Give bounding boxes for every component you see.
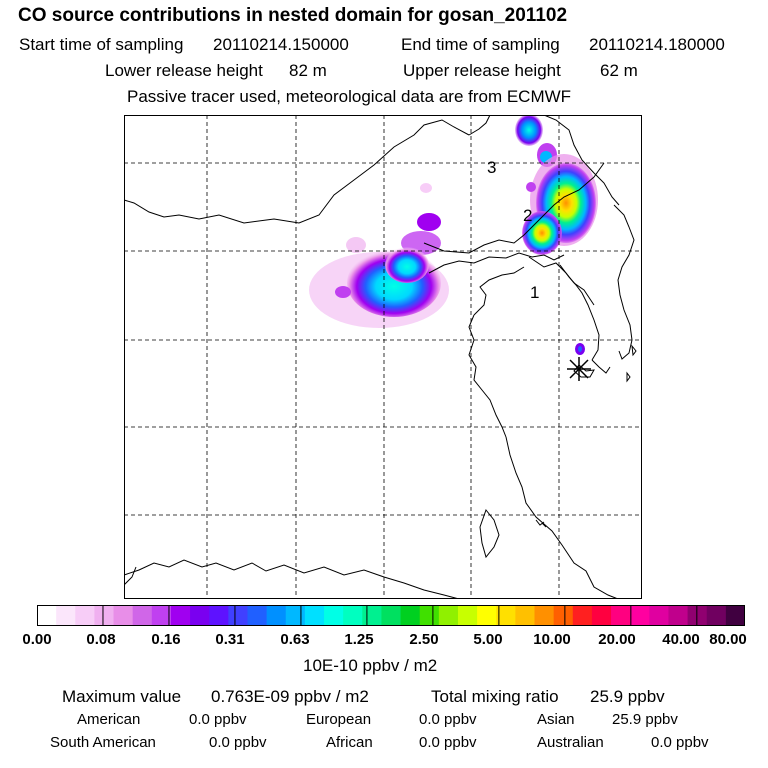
- map-label-1: 1: [530, 283, 539, 302]
- colorbar-swatch: [247, 605, 268, 626]
- tick-label: 5.00: [473, 631, 503, 648]
- region-name: American: [77, 711, 141, 728]
- plume-northeast: [515, 115, 598, 255]
- colorbar-swatch: [132, 605, 153, 626]
- upper-height-label: Upper release height: [403, 61, 561, 80]
- start-time-value: 20110214.150000: [213, 35, 349, 54]
- colorbar-swatch: [649, 605, 669, 626]
- colorbar-swatch: [553, 605, 574, 626]
- colorbar-swatch: [151, 605, 172, 626]
- region-value: 0.0 ppbv: [209, 734, 267, 751]
- asterisk-icon: [567, 357, 591, 381]
- colorbar-swatch: [477, 605, 497, 626]
- colorbar-swatch: [725, 605, 745, 626]
- coastlines: [124, 115, 637, 599]
- colorbar-swatch: [304, 605, 325, 626]
- colorbar-swatch: [75, 605, 95, 626]
- colorbar: [37, 605, 745, 626]
- colorbar-swatch: [362, 605, 382, 626]
- region-name: Australian: [537, 734, 604, 751]
- max-value-label: Maximum value: [62, 687, 182, 706]
- colorbar-swatch: [496, 605, 516, 626]
- total-mixing-label: Total mixing ratio: [431, 687, 559, 706]
- colorbar-swatch: [381, 605, 402, 626]
- tick-label: 1.25: [344, 631, 374, 648]
- colorbar-swatch: [419, 605, 440, 626]
- start-time-label: Start time of sampling: [19, 35, 184, 54]
- lower-height-value: 82 m: [289, 61, 327, 80]
- colorbar-swatch: [37, 605, 57, 626]
- tick-label: 10.00: [533, 631, 571, 648]
- plume-west: [309, 183, 449, 328]
- colorbar-swatch: [687, 605, 708, 626]
- colorbar-swatch: [457, 605, 478, 626]
- tracer-note: Passive tracer used, meteorological data…: [127, 87, 572, 106]
- region-name: European: [306, 711, 372, 728]
- page-title: CO source contributions in nested domain…: [18, 5, 568, 26]
- total-mixing-value: 25.9 ppbv: [590, 687, 665, 706]
- colorbar-swatch: [611, 605, 631, 626]
- colorbar-swatch: [266, 605, 287, 626]
- colorbar-swatch: [190, 605, 210, 626]
- colorbar-swatch: [285, 605, 306, 626]
- colorbar-swatch: [668, 605, 689, 626]
- region-value: 25.9 ppbv: [612, 711, 678, 728]
- region-value: 0.0 ppbv: [651, 734, 709, 751]
- end-time-value: 20110214.180000: [589, 35, 725, 54]
- colorbar-swatch: [56, 605, 76, 626]
- map-label-3: 3: [487, 158, 496, 177]
- region-value: 0.0 ppbv: [419, 711, 477, 728]
- tick-label: 0.31: [215, 631, 245, 648]
- colorbar-swatch: [572, 605, 593, 626]
- map-label-2: 2: [523, 206, 532, 225]
- tick-label: 0.00: [22, 631, 52, 648]
- colorbar-swatch: [630, 605, 650, 626]
- lower-height-label: Lower release height: [105, 61, 263, 80]
- tick-label: 0.16: [151, 631, 181, 648]
- end-time-label: End time of sampling: [401, 35, 560, 54]
- colorbar-swatch: [591, 605, 612, 626]
- region-value: 0.0 ppbv: [189, 711, 247, 728]
- map-frame: [124, 115, 642, 599]
- region-name: African: [326, 734, 373, 751]
- tick-label: 40.00: [662, 631, 700, 648]
- region-name: Asian: [537, 711, 575, 728]
- colorbar-swatch: [209, 605, 229, 626]
- colorbar-swatch: [706, 605, 727, 626]
- colorbar-swatch: [113, 605, 134, 626]
- map-panel: 1 2 3: [124, 115, 642, 599]
- tick-label: 2.50: [409, 631, 439, 648]
- colorbar-swatch: [515, 605, 536, 626]
- region-name: South American: [50, 734, 156, 751]
- region-value: 0.0 ppbv: [419, 734, 477, 751]
- tick-label: 20.00: [598, 631, 636, 648]
- tick-label: 80.00: [709, 631, 747, 648]
- tick-label: 0.08: [86, 631, 116, 648]
- colorbar-swatch: [228, 605, 248, 626]
- colorbar-swatch: [170, 605, 191, 626]
- colorbar-swatch: [343, 605, 363, 626]
- colorbar-swatch: [438, 605, 459, 626]
- colorbar-swatch: [400, 605, 421, 626]
- colorbar-swatch: [324, 605, 344, 626]
- max-value: 0.763E-09 ppbv / m2: [211, 687, 369, 706]
- colorbar-unit: 10E-10 ppbv / m2: [303, 656, 438, 675]
- colorbar-frame: [37, 605, 745, 626]
- lat-lon-grid: [124, 115, 642, 599]
- tick-label: 0.63: [280, 631, 310, 648]
- colorbar-swatch: [94, 605, 115, 626]
- upper-height-value: 62 m: [600, 61, 638, 80]
- colorbar-swatch: [534, 605, 555, 626]
